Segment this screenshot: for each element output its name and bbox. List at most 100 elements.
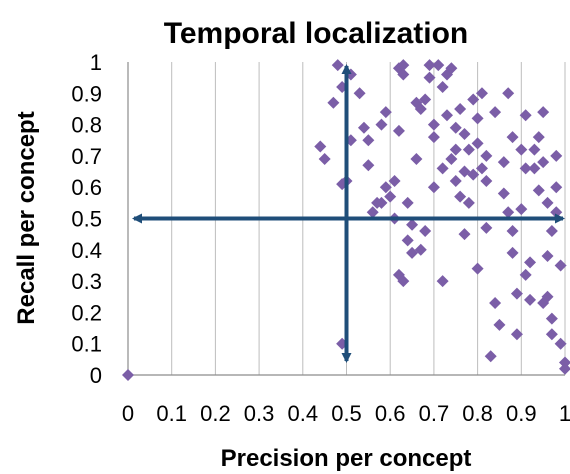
data-point [480,221,493,234]
data-point [406,218,419,231]
y-tick-label: 0.9 [71,81,102,106]
data-point [519,109,532,122]
y-tick-label: 1 [90,50,102,75]
y-tick-label: 0 [90,363,102,388]
x-tick-label: 0.4 [288,401,319,426]
data-point [471,262,484,275]
x-tick-label: 0.8 [462,401,493,426]
data-point [397,68,410,81]
data-point [537,106,550,119]
data-point [414,243,427,256]
data-point [554,337,567,350]
data-point [458,127,471,140]
y-tick-label: 0.8 [71,113,102,138]
data-point [414,102,427,115]
data-point [471,112,484,125]
x-tick-label: 0 [122,401,134,426]
data-point [497,156,510,169]
data-point [318,153,331,166]
data-point [545,312,558,325]
data-point [537,156,550,169]
data-point [436,81,449,94]
data-point [497,187,510,200]
x-tick-label: 0.5 [331,401,362,426]
data-point [515,143,528,156]
data-point [510,328,523,341]
data-point [545,328,558,341]
data-point [122,369,134,381]
data-point [475,162,488,175]
data-point [489,297,502,310]
data-point [362,159,375,172]
data-point [427,181,440,194]
x-tick-label: 0.1 [156,401,187,426]
data-point [454,190,467,203]
y-tick-label: 0.1 [71,332,102,357]
data-point [362,134,375,147]
data-point [423,59,436,72]
data-point [449,143,462,156]
data-point [506,225,519,238]
data-point [375,118,388,131]
data-point [489,106,502,119]
data-point [454,102,467,115]
data-point [506,131,519,144]
chart-title: Temporal localization [164,17,469,50]
data-point [419,225,432,238]
data-point [449,121,462,134]
data-point [436,275,449,288]
data-point [375,196,388,209]
data-point [384,190,397,203]
data-point [480,174,493,187]
data-point [480,149,493,162]
data-point [484,350,497,363]
data-point [445,62,458,75]
data-point [314,140,327,153]
data-point [502,206,515,219]
x-tick-label: 0.9 [506,401,537,426]
data-point [545,225,558,238]
x-tick-label: 0.6 [375,401,406,426]
x-axis-label: Precision per concept [221,445,472,472]
data-point [554,259,567,272]
y-tick-label: 0.6 [71,175,102,200]
data-point [427,131,440,144]
data-point [467,168,480,181]
data-point [331,59,344,72]
x-tick-label: 1 [559,401,570,426]
data-point [541,250,554,263]
data-point [432,59,445,72]
data-point [493,318,506,331]
data-point [515,203,528,216]
data-point [458,228,471,241]
data-point [357,121,370,134]
data-point [427,118,440,131]
y-tick-label: 0.7 [71,144,102,169]
data-point [327,96,340,109]
data-point [471,137,484,150]
data-point [392,124,405,137]
reference-arrows [132,64,565,363]
data-point [379,106,392,119]
data-point [532,131,545,144]
data-point [550,181,563,194]
y-tick-label: 0.4 [71,238,102,263]
data-point [353,87,366,100]
y-tick-label: 0.5 [71,207,102,232]
data-point [550,149,563,162]
data-point [559,356,570,369]
data-point [445,153,458,166]
data-point [419,93,432,106]
data-point [467,93,480,106]
data-point [401,234,414,247]
data-point [541,290,554,303]
data-point [436,162,449,175]
data-point [502,87,515,100]
x-tick-label: 0.3 [244,401,275,426]
data-point [524,256,537,269]
data-point [401,196,414,209]
data-point [528,162,541,175]
data-point [441,109,454,122]
x-tick-label: 0.7 [419,401,450,426]
